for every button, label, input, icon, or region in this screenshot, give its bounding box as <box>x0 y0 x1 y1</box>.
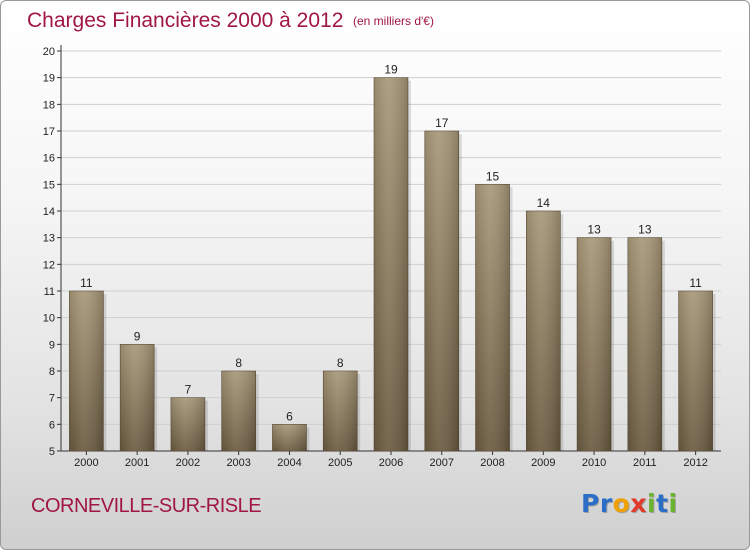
y-tick-label: 5 <box>49 446 55 458</box>
bar-shading <box>577 237 612 451</box>
x-tick-label: 2008 <box>480 457 504 469</box>
data-label: 13 <box>638 223 652 237</box>
data-label: 11 <box>689 276 702 290</box>
x-tick-label: 2004 <box>277 457 301 469</box>
bar-shading <box>272 424 307 451</box>
logo-letter: o <box>612 489 631 518</box>
y-tick-label: 8 <box>49 366 55 378</box>
bar-shading <box>323 371 358 451</box>
data-label: 8 <box>337 356 344 370</box>
data-label: 7 <box>185 383 192 397</box>
x-tick-label: 2009 <box>531 457 555 469</box>
x-tick-label: 2012 <box>683 457 707 469</box>
chart-unit: (en milliers d'€) <box>353 14 434 28</box>
x-tick-label: 2002 <box>176 457 200 469</box>
x-tick-label: 2006 <box>379 457 403 469</box>
logo-letter: r <box>599 489 613 518</box>
bar-shading <box>374 77 408 452</box>
bar-shading <box>221 371 256 451</box>
logo-letter: i <box>668 489 678 518</box>
y-tick-label: 12 <box>43 259 55 271</box>
bar-shading <box>526 211 561 451</box>
bar-chart: 5678910111213141516171819201120009200172… <box>43 45 721 469</box>
y-tick-label: 7 <box>49 393 55 405</box>
y-tick-label: 15 <box>43 179 55 191</box>
y-tick-label: 6 <box>49 419 55 431</box>
logo-letter: t <box>656 489 669 518</box>
bar-shading <box>627 237 662 451</box>
x-tick-label: 2000 <box>74 457 98 469</box>
data-label: 14 <box>537 196 551 210</box>
bar-shading <box>678 291 713 451</box>
x-tick-label: 2005 <box>328 457 352 469</box>
bar-shading <box>424 131 459 451</box>
x-tick-label: 2003 <box>226 457 250 469</box>
y-tick-label: 19 <box>43 73 55 85</box>
logo-letter: x <box>630 489 647 518</box>
y-tick-label: 14 <box>43 206 55 218</box>
bar-shading <box>475 184 510 452</box>
city-name: CORNEVILLE-SUR-RISLE <box>31 495 262 517</box>
x-tick-label: 2011 <box>633 457 657 469</box>
bars <box>69 77 716 452</box>
y-tick-label: 18 <box>43 99 55 111</box>
data-label: 6 <box>286 409 293 423</box>
data-label: 15 <box>486 169 500 183</box>
data-label: 13 <box>587 223 601 237</box>
y-tick-label: 13 <box>43 233 55 245</box>
y-tick-label: 9 <box>49 339 55 351</box>
bar-shading <box>69 291 104 451</box>
labels: 5678910111213141516171819201120009200172… <box>43 46 708 469</box>
data-label: 9 <box>134 329 141 343</box>
logo-letter: P <box>581 489 600 518</box>
bar-shading <box>170 397 205 451</box>
y-tick-label: 20 <box>43 46 55 58</box>
bar-shading <box>120 344 155 451</box>
x-tick-label: 2007 <box>430 457 454 469</box>
proxiti-logo[interactable]: Proxiti <box>581 489 678 518</box>
data-label: 11 <box>80 276 93 290</box>
logo-letter: i <box>647 489 657 518</box>
x-tick-label: 2001 <box>125 457 149 469</box>
data-label: 17 <box>435 116 449 130</box>
x-tick-label: 2010 <box>582 457 606 469</box>
y-tick-label: 17 <box>43 126 55 138</box>
data-label: 8 <box>235 356 242 370</box>
chart-title: Charges Financières 2000 à 2012 <box>27 9 344 32</box>
y-tick-label: 16 <box>43 153 55 165</box>
y-tick-label: 11 <box>44 286 55 298</box>
data-label: 19 <box>384 63 398 77</box>
y-tick-label: 10 <box>43 313 55 325</box>
